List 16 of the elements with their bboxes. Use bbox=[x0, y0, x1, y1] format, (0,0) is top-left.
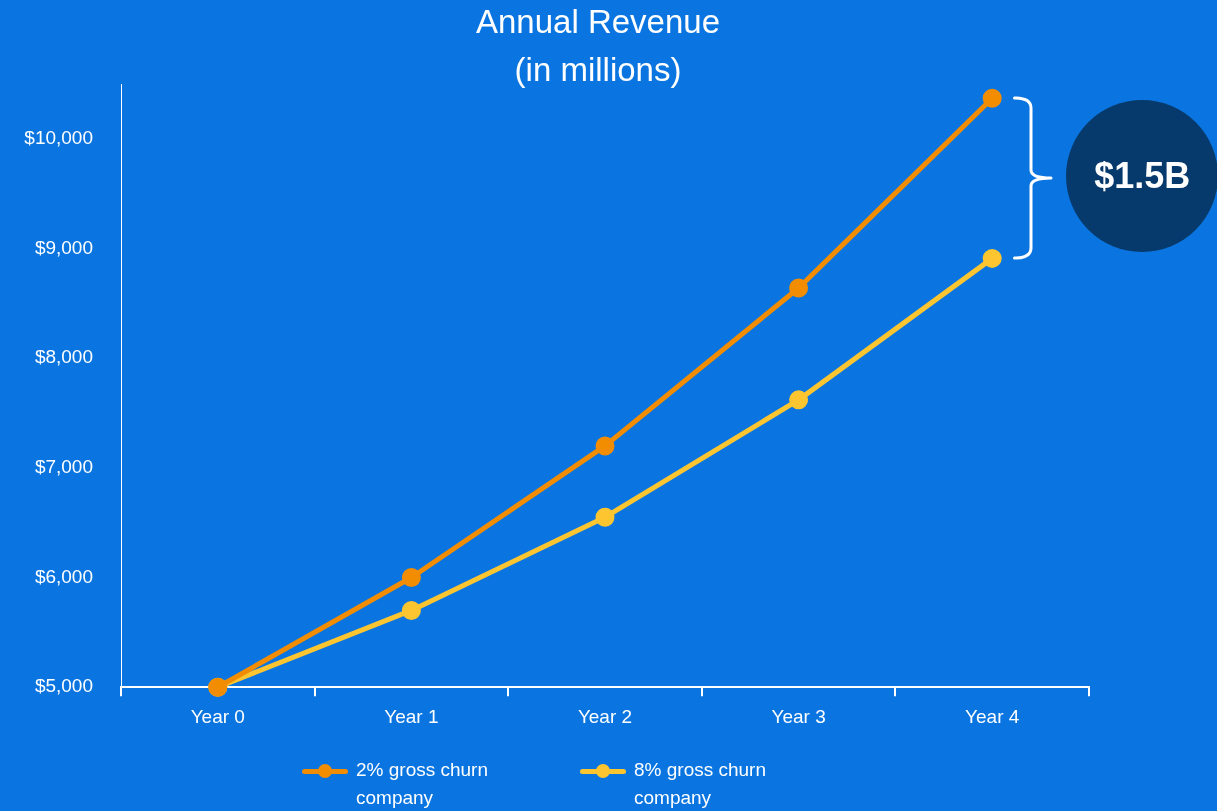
legend-label: 8% gross churn company bbox=[634, 758, 767, 810]
legend-label: 2% gross churn company bbox=[356, 758, 489, 810]
x-tick-label: Year 1 bbox=[384, 705, 439, 727]
chart-subtitle: (in millions) bbox=[514, 51, 682, 88]
y-tick-label: $8,000 bbox=[34, 346, 93, 368]
y-tick-label: $10,000 bbox=[24, 127, 93, 149]
chart-title: Annual Revenue bbox=[475, 3, 721, 40]
y-tick-label: $6,000 bbox=[34, 565, 93, 587]
x-tick-label: Year 4 bbox=[965, 705, 1020, 727]
y-tick-label: $5,000 bbox=[34, 675, 93, 697]
x-tick-label: Year 0 bbox=[190, 705, 245, 727]
x-tick-label: Year 3 bbox=[771, 705, 826, 727]
y-tick-label: $7,000 bbox=[34, 456, 93, 478]
x-tick-label: Year 2 bbox=[577, 705, 633, 727]
text: $1.5B bbox=[1093, 155, 1192, 197]
y-tick-label: $9,000 bbox=[34, 236, 93, 258]
